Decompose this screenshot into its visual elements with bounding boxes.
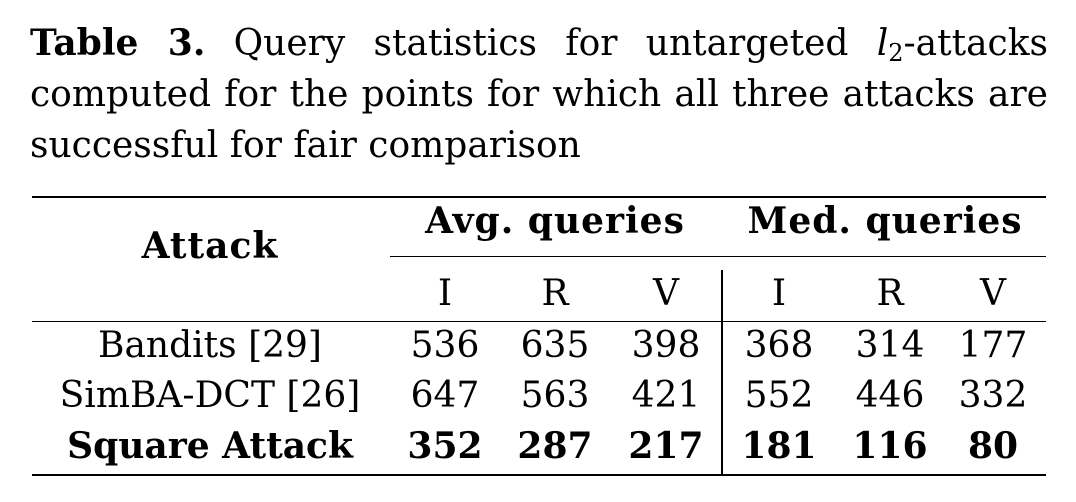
caption-text-start: Query statistics for untargeted — [205, 23, 877, 64]
table-top-rule — [32, 196, 1046, 198]
row-bandits-name: Bandits [29] — [98, 325, 322, 366]
row-bandits-med-i: 368 — [744, 325, 814, 366]
row-square-avg-v: 217 — [628, 425, 704, 467]
header-med-queries: Med. queries — [747, 200, 1023, 242]
header-bottom-rule — [32, 321, 1046, 322]
row-square-name: Square Attack — [67, 425, 353, 467]
subheader-avg-v: V — [653, 273, 679, 314]
caption-math-variable: l — [876, 23, 889, 64]
row-bandits-avg-v: 398 — [631, 325, 701, 366]
caption-text-end: -attacks computed for the points for whi… — [30, 23, 1048, 166]
row-square-med-r: 116 — [852, 425, 928, 467]
column-divider — [721, 270, 723, 474]
row-bandits-med-r: 314 — [855, 325, 925, 366]
subheader-med-v: V — [980, 273, 1006, 314]
table-caption: Table 3. Query statistics for untargeted… — [30, 18, 1048, 171]
row-square-avg-i: 352 — [407, 425, 483, 467]
caption-label: Table 3. — [30, 22, 206, 64]
header-avg-queries: Avg. queries — [425, 200, 685, 242]
header-attack: Attack — [141, 225, 279, 267]
subheader-avg-r: R — [541, 273, 569, 314]
row-square-avg-r: 287 — [517, 425, 593, 467]
row-simba-avg-v: 421 — [631, 375, 701, 416]
row-simba-med-r: 446 — [855, 375, 925, 416]
row-square-med-v: 80 — [967, 425, 1019, 467]
table-bottom-rule — [32, 474, 1046, 476]
subheader-avg-i: I — [437, 273, 453, 314]
row-simba-med-i: 552 — [744, 375, 814, 416]
subheader-med-r: R — [876, 273, 904, 314]
row-simba-name: SimBA-DCT [26] — [59, 375, 361, 416]
row-bandits-med-v: 177 — [958, 325, 1028, 366]
row-square-med-i: 181 — [741, 425, 817, 467]
row-simba-avg-r: 563 — [520, 375, 590, 416]
caption-math-subscript: 2 — [888, 39, 904, 67]
row-simba-avg-i: 647 — [410, 375, 480, 416]
row-bandits-avg-r: 635 — [520, 325, 590, 366]
row-bandits-avg-i: 536 — [410, 325, 480, 366]
subheader-med-i: I — [771, 273, 787, 314]
header-group-rule — [390, 256, 1046, 257]
row-simba-med-v: 332 — [958, 375, 1028, 416]
